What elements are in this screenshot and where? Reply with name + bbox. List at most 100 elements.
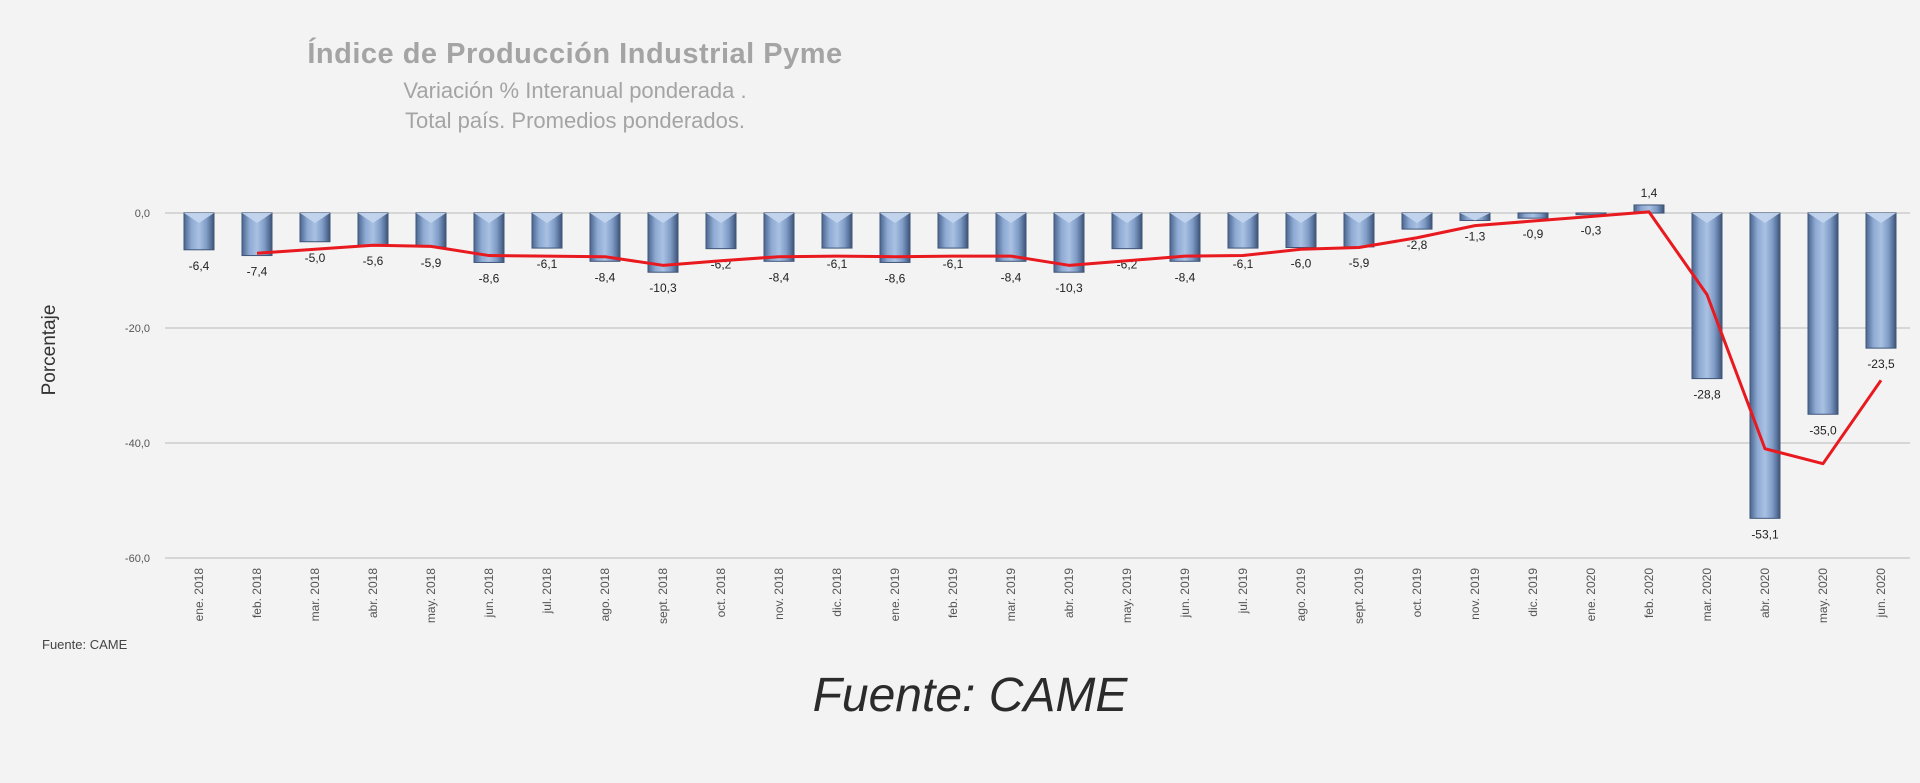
chart-subtitle-2: Total país. Promedios ponderados. <box>405 108 745 133</box>
x-tick-label: jun. 2018 <box>482 568 496 619</box>
chart-title: Índice de Producción Industrial Pyme <box>307 38 843 70</box>
bar <box>1865 212 1897 349</box>
bar-cap <box>416 213 446 223</box>
bar-cap <box>822 213 852 223</box>
bar-cap <box>764 213 794 223</box>
x-tick-label: abr. 2019 <box>1062 568 1076 618</box>
x-tick-label: feb. 2019 <box>946 568 960 618</box>
y-tick-label: -60,0 <box>125 553 150 565</box>
bar-cap <box>1460 213 1490 221</box>
x-tick-label: dic. 2019 <box>1526 568 1540 617</box>
data-label: -5,9 <box>421 256 442 270</box>
x-tick-label: feb. 2018 <box>250 568 264 618</box>
data-label: -6,1 <box>1233 257 1254 271</box>
x-tick-label: mar. 2020 <box>1700 568 1714 622</box>
bar-cap <box>474 213 504 223</box>
data-label: -8,4 <box>769 270 790 284</box>
data-label: -8,4 <box>1175 270 1196 284</box>
x-tick-label: ago. 2018 <box>598 568 612 622</box>
x-tick-label: oct. 2018 <box>714 568 728 618</box>
data-label: -6,1 <box>827 257 848 271</box>
data-label: -5,9 <box>1349 256 1370 270</box>
bar-cap <box>242 213 272 223</box>
y-tick-label: -20,0 <box>125 323 150 335</box>
bar-cap <box>1750 213 1780 223</box>
bar-cap <box>880 213 910 223</box>
data-label: -5,6 <box>363 254 384 268</box>
bar-cap <box>590 213 620 223</box>
bar-cap <box>648 213 678 223</box>
bar <box>1517 212 1549 219</box>
bar-cap <box>300 213 330 223</box>
data-label: -8,6 <box>885 271 906 285</box>
x-tick-label: nov. 2019 <box>1468 568 1482 620</box>
x-tick-label: abr. 2020 <box>1758 568 1772 618</box>
bar <box>1749 212 1781 519</box>
x-tick-label: sept. 2019 <box>1352 568 1366 624</box>
data-label: -7,4 <box>247 265 268 279</box>
bar-cap <box>532 213 562 223</box>
x-tick-label: oct. 2019 <box>1410 568 1424 618</box>
data-label: -6,1 <box>943 257 964 271</box>
data-label: -6,4 <box>189 259 210 273</box>
data-label: -6,1 <box>537 257 558 271</box>
data-label: -35,0 <box>1809 423 1837 437</box>
x-tick-label: feb. 2020 <box>1642 568 1656 618</box>
x-tick-label: sept. 2018 <box>656 568 670 624</box>
bar-cap <box>706 213 736 223</box>
data-label: -10,3 <box>1055 281 1083 295</box>
x-tick-label: nov. 2018 <box>772 568 786 620</box>
y-tick-label: 0,0 <box>135 208 150 220</box>
x-tick-label: jul. 2019 <box>1236 568 1250 615</box>
y-tick-label: -40,0 <box>125 438 150 450</box>
x-tick-label: may. 2020 <box>1816 568 1830 623</box>
x-tick-label: mar. 2019 <box>1004 568 1018 622</box>
data-label: -28,8 <box>1693 388 1721 402</box>
bar-cap <box>184 213 214 223</box>
source-note: Fuente: CAME <box>42 637 128 652</box>
x-tick-label: jun. 2020 <box>1874 568 1888 619</box>
bar <box>1807 212 1839 415</box>
data-label: -0,3 <box>1581 224 1602 238</box>
bar-cap <box>938 213 968 223</box>
bar-cap <box>1170 213 1200 223</box>
data-label: -23,5 <box>1867 357 1895 371</box>
source-caption: Fuente: CAME <box>812 669 1128 722</box>
data-label: -6,0 <box>1291 257 1312 271</box>
data-label: -10,3 <box>649 281 677 295</box>
data-label: 1,4 <box>1641 186 1658 200</box>
x-tick-label: may. 2018 <box>424 568 438 623</box>
x-tick-label: ene. 2020 <box>1584 568 1598 622</box>
bar-cap <box>1692 213 1722 223</box>
data-label: -0,9 <box>1523 227 1544 241</box>
bar-cap <box>1286 213 1316 223</box>
bar-cap <box>1112 213 1142 223</box>
x-tick-label: ago. 2019 <box>1294 568 1308 622</box>
data-label: -5,0 <box>305 251 326 265</box>
data-label: -8,4 <box>1001 270 1022 284</box>
x-tick-label: may. 2019 <box>1120 568 1134 623</box>
chart-subtitle-1: Variación % Interanual ponderada . <box>403 78 747 103</box>
bar-cap <box>996 213 1026 223</box>
bar-cap <box>1402 213 1432 223</box>
x-tick-label: jul. 2018 <box>540 568 554 615</box>
bar-cap <box>1344 213 1374 223</box>
bar-cap <box>1228 213 1258 223</box>
data-label: -8,6 <box>479 271 500 285</box>
x-tick-label: ene. 2019 <box>888 568 902 622</box>
bar-cap <box>1054 213 1084 223</box>
bar-cap <box>1808 213 1838 223</box>
x-tick-label: jun. 2019 <box>1178 568 1192 619</box>
data-label: -8,4 <box>595 270 616 284</box>
trend-line <box>256 210 1883 466</box>
x-tick-label: dic. 2018 <box>830 568 844 617</box>
bar-cap <box>358 213 388 223</box>
x-tick-label: mar. 2018 <box>308 568 322 622</box>
x-tick-label: ene. 2018 <box>192 568 206 622</box>
data-label: -2,8 <box>1407 238 1428 252</box>
bar-cap <box>1866 213 1896 223</box>
data-label: -53,1 <box>1751 527 1779 541</box>
x-tick-label: abr. 2018 <box>366 568 380 618</box>
data-label: -1,3 <box>1465 229 1486 243</box>
